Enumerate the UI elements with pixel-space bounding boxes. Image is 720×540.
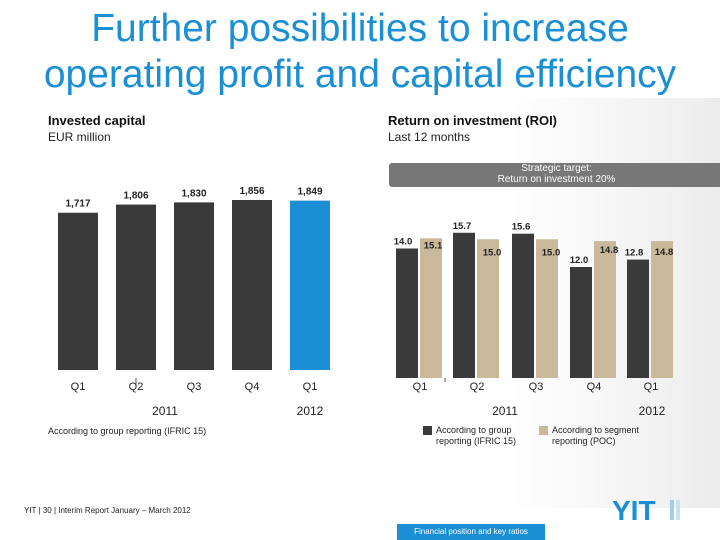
roi-group-value-label: 15.6 <box>512 222 531 233</box>
roi-group-value-label: 12.0 <box>570 255 589 266</box>
left-chart-subheader: EUR million <box>48 130 111 144</box>
roi-group-bar <box>453 232 475 378</box>
roi-group-bar <box>512 233 534 378</box>
year-label: 2011 <box>492 404 518 418</box>
invested-capital-tick-label: Q4 <box>245 381 260 393</box>
roi-group-bar <box>396 248 418 378</box>
roi-segment-value-label: 14.8 <box>600 245 619 256</box>
right-chart-header: Return on investment (ROI) <box>388 113 558 128</box>
legend-swatch-segment <box>539 426 548 435</box>
year-label: 2011 <box>152 404 178 418</box>
left-chart-header: Invested capital <box>48 113 146 128</box>
roi-group-bar <box>570 267 592 378</box>
invested-capital-tick-label: Q2 <box>129 381 144 393</box>
roi-tick-label: Q4 <box>587 381 602 393</box>
title-line-1: Further possibilities to increase <box>91 7 629 50</box>
footer-text: YIT | 30 | Interim Report January – Marc… <box>24 506 191 515</box>
invested-capital-bar <box>232 200 272 370</box>
invested-capital-tick-label: Q3 <box>187 381 202 393</box>
invested-capital-value-label: 1,806 <box>123 191 148 202</box>
year-label: 2012 <box>639 404 666 418</box>
left-chart-note: According to group reporting (IFRIC 15) <box>48 426 207 436</box>
invested-capital-value-label: 1,717 <box>65 199 90 210</box>
roi-tick-label: Q1 <box>413 381 428 393</box>
invested-capital-bar <box>116 204 156 370</box>
legend-group-line-2: reporting (IFRIC 15) <box>436 436 517 446</box>
invested-capital-bar <box>174 202 214 370</box>
strategic-target-banner: Strategic target: Return on investment 2… <box>389 163 720 187</box>
invested-capital-value-label: 1,849 <box>297 187 322 198</box>
roi-group-value-label: 15.7 <box>453 221 472 232</box>
roi-segment-bar <box>477 239 499 378</box>
legend-segment-line-1: According to segment <box>552 425 640 435</box>
legend-segment-line-2: reporting (POC) <box>552 436 616 446</box>
roi-segment-value-label: 15.0 <box>542 247 561 258</box>
roi-tick-label: Q2 <box>470 381 485 393</box>
invested-capital-bar <box>58 212 98 370</box>
year-label: 2012 <box>297 404 324 418</box>
right-chart-subheader: Last 12 months <box>388 130 471 144</box>
section-tab[interactable]: Financial position and key ratios <box>397 524 545 540</box>
roi-tick-label: Q1 <box>644 381 659 393</box>
logo-text: YIT <box>612 496 656 524</box>
slide-title: Further possibilities to increase operat… <box>0 6 720 98</box>
target-line-1: Strategic target: <box>521 163 592 174</box>
yit-logo: YIT <box>612 496 680 524</box>
legend-swatch-group <box>423 426 432 435</box>
title-line-2: operating profit and capital efficiency <box>43 53 677 96</box>
roi-segment-value-label: 14.8 <box>655 247 674 258</box>
roi-group-value-label: 12.8 <box>625 248 644 259</box>
invested-capital-bar <box>290 200 330 370</box>
invested-capital-value-label: 1,830 <box>181 188 206 199</box>
roi-segment-bar <box>420 238 442 378</box>
invested-capital-tick-label: Q1 <box>71 381 86 393</box>
roi-segment-bar <box>594 241 616 378</box>
target-line-2: Return on investment 20% <box>497 174 616 185</box>
roi-segment-value-label: 15.1 <box>424 240 443 251</box>
roi-segment-value-label: 15.0 <box>483 247 502 258</box>
legend-group-line-1: According to group <box>436 425 512 435</box>
legend-item-segment: According to segment reporting (POC) <box>552 425 639 447</box>
invested-capital-value-label: 1,856 <box>239 186 264 197</box>
legend-item-group: According to group reporting (IFRIC 15) <box>436 425 516 447</box>
roi-group-value-label: 14.0 <box>394 237 413 248</box>
roi-segment-bar <box>651 241 673 378</box>
invested-capital-tick-label: Q1 <box>303 381 318 393</box>
roi-tick-label: Q3 <box>529 381 544 393</box>
roi-segment-bar <box>536 239 558 378</box>
roi-group-bar <box>627 259 649 378</box>
